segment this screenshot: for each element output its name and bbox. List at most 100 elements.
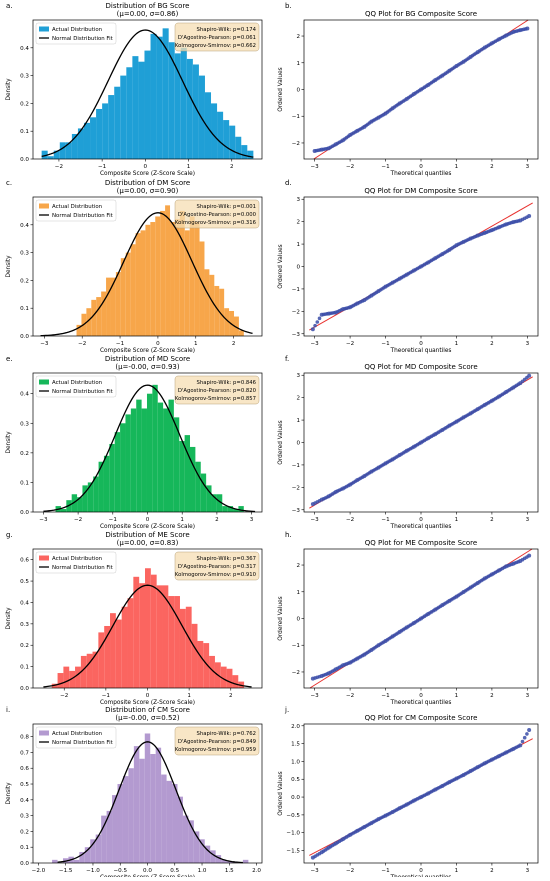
histogram-bar (188, 820, 194, 863)
qq-point (509, 748, 514, 752)
histogram-bar (125, 414, 131, 512)
y-tick-label: 0.0 (20, 334, 29, 340)
x-tick-label: −1 (102, 693, 111, 699)
legend-label: Normal Distribution Fit (52, 389, 113, 395)
histogram-bar (90, 117, 97, 159)
histogram-bar (173, 417, 180, 512)
y-axis-label: Density (6, 431, 12, 454)
qq-point (410, 445, 414, 450)
y-axis-label: Density (6, 782, 12, 805)
normal-fit-curve (40, 212, 253, 337)
histogram-bar (157, 402, 164, 512)
qq-point (367, 121, 372, 125)
histogram-bar (179, 608, 186, 688)
histogram-bar (222, 506, 228, 512)
qq-panel: d. QQ Plot for DM Composite Score −3 −2 −1 0 1… (278, 179, 539, 354)
qq-point (417, 796, 422, 800)
stats-text: Kolmogorov-Smirnov: p=0.662 (175, 43, 256, 49)
y-tick-label: 2.0 (291, 724, 300, 730)
stats-box: Shapiro-Wilk: p=0.846 D'Agostino-Pearson:… (174, 375, 260, 405)
qq-point (452, 65, 457, 69)
stats-box-bg (174, 375, 260, 405)
x-tick-label: 3 (250, 517, 254, 523)
qq-point (459, 60, 464, 65)
histogram-bar (91, 299, 97, 336)
x-tick-label: 1 (455, 517, 459, 523)
stats-text: Shapiro-Wilk: p=0.367 (197, 556, 256, 562)
histogram-bar (115, 272, 121, 336)
qq-point (523, 27, 528, 31)
histogram-bar (130, 244, 136, 336)
histogram-bar (122, 776, 129, 863)
qq-point (516, 28, 521, 33)
qq-point (522, 735, 527, 740)
histogram-bar (247, 150, 254, 159)
histogram-bar (195, 461, 201, 512)
x-tick-label: −1 (116, 341, 125, 347)
y-tick-label: 0.1 (20, 665, 29, 671)
x-tick-label: 2 (215, 517, 219, 523)
histogram-bar (75, 666, 81, 688)
legend-label: Actual Distribution (52, 204, 102, 210)
qq-point (346, 134, 351, 139)
histogram-bar (155, 216, 161, 336)
chart-title: Distribution of CM Score (105, 706, 190, 714)
chart-subtitle: (μ=-0.00, σ=0.93) (115, 363, 179, 371)
y-tick-label: −1.5 (286, 849, 300, 855)
y-axis-label: Density (6, 255, 12, 278)
x-tick-label: −2 (346, 517, 354, 523)
stats-text: Kolmogorov-Smirnov: p=0.910 (175, 572, 257, 578)
panel-label: e. (6, 355, 13, 363)
qq-panel: b. QQ Plot for BG Composite Score −3 −2 −1 0 1… (278, 2, 539, 177)
y-tick-label: 0.2 (20, 101, 29, 107)
histogram-bar (199, 839, 205, 863)
histogram-bar (163, 408, 169, 512)
qq-point (495, 755, 500, 759)
legend-label: Actual Distribution (52, 380, 102, 386)
qq-point (488, 573, 492, 578)
qq-point (403, 803, 407, 808)
y-tick-label: 0.2 (20, 451, 29, 457)
x-tick-label: −2 (60, 693, 68, 699)
histogram-bar (174, 596, 180, 688)
histogram-bar (229, 125, 236, 159)
qq-point (339, 308, 344, 312)
legend-label: Normal Distribution Fit (52, 36, 113, 42)
histogram-bar (150, 754, 156, 863)
qq-point (367, 294, 372, 299)
histogram-bar (168, 399, 174, 512)
normal-fit-curve (57, 741, 243, 864)
histogram-bar (170, 222, 175, 336)
x-tick-label: 2 (230, 164, 234, 170)
qq-point (509, 220, 514, 225)
histogram-bar (108, 95, 115, 159)
histogram-bar (156, 585, 163, 688)
histogram-bar (174, 219, 180, 336)
histogram-bar (200, 473, 207, 512)
histogram-bar (130, 408, 137, 512)
qq-point (353, 302, 358, 307)
qq-point (317, 851, 322, 856)
x-tick-label: −1 (381, 341, 390, 347)
panel-label: j. (284, 706, 289, 714)
histogram-bar (162, 28, 169, 160)
histogram-bar (209, 274, 215, 336)
histogram-bar (79, 851, 85, 863)
qq-point (445, 249, 450, 253)
histogram-bar (138, 61, 145, 160)
qq-point (410, 799, 414, 804)
x-tick-label: 1 (455, 341, 459, 347)
qq-point (332, 310, 336, 315)
histogram-bar (233, 509, 239, 512)
histogram-bar (204, 269, 210, 336)
qq-point (374, 290, 379, 295)
histogram-bar (120, 75, 127, 159)
histogram-bar (241, 145, 248, 159)
histogram-bar (139, 758, 145, 863)
qq-point (481, 577, 485, 582)
qq-point (360, 653, 365, 658)
y-tick-label: −1 (292, 643, 301, 649)
qq-point (332, 491, 336, 495)
histogram-bar (232, 675, 239, 688)
y-tick-label: 0.3 (20, 421, 29, 427)
